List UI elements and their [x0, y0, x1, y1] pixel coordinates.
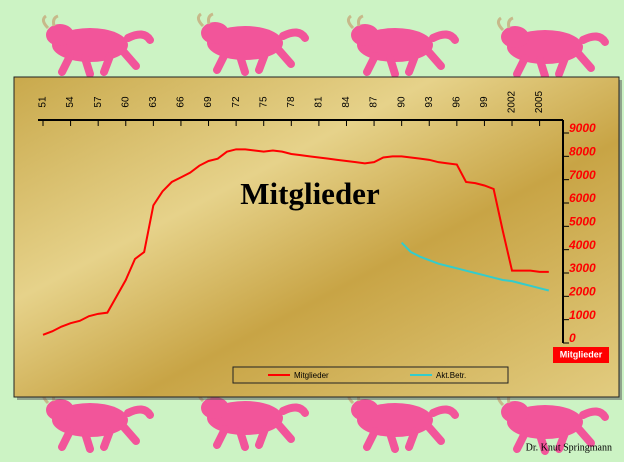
- x-tick-label: 90: [396, 96, 407, 108]
- x-tick-label: 84: [341, 96, 352, 108]
- y-tick-label: 9000: [569, 121, 596, 135]
- y-tick-label: 7000: [569, 168, 596, 182]
- x-tick-label: 54: [65, 96, 76, 108]
- x-tick-label: 66: [176, 96, 187, 108]
- x-tick-label: 81: [314, 96, 325, 108]
- chart-title: Mitglieder: [240, 176, 380, 211]
- legend-label: Mitglieder: [294, 371, 329, 380]
- y-tick-label: 6000: [569, 191, 596, 205]
- x-tick-label: 87: [369, 96, 380, 108]
- footer: Dr. Knut Springmann: [526, 442, 612, 453]
- x-tick-label: 72: [231, 96, 242, 108]
- y-tick-label: 4000: [568, 238, 596, 252]
- x-tick-label: 93: [424, 96, 435, 108]
- x-tick-label: 60: [120, 96, 131, 108]
- x-tick-label: 69: [203, 96, 214, 108]
- x-tick-label: 99: [479, 96, 490, 108]
- y-tick-label: 1000: [569, 308, 596, 322]
- page: Mitglieder Mitglieder Dr. Knut Springman…: [0, 0, 624, 462]
- y-tick-label: 8000: [569, 145, 596, 159]
- y-tick-label: 5000: [569, 215, 596, 229]
- y-tick-label: 0: [569, 331, 576, 345]
- y-tick-label: 2000: [568, 285, 596, 299]
- x-tick-label: 63: [148, 96, 159, 108]
- x-tick-label: 57: [93, 96, 104, 108]
- x-tick-label: 75: [258, 96, 269, 108]
- y-axis-label: Mitglieder: [560, 349, 603, 359]
- slide: Mitglieder Mitglieder Dr. Knut Springman…: [0, 0, 624, 462]
- x-tick-label: 2002: [507, 90, 518, 113]
- y-tick-label: 3000: [569, 261, 596, 275]
- x-tick-label: 2005: [534, 90, 545, 113]
- x-tick-label: 78: [286, 96, 297, 108]
- legend-label: Akt.Betr.: [436, 371, 466, 380]
- x-tick-label: 96: [451, 96, 462, 108]
- x-tick-label: 51: [38, 96, 49, 108]
- chart-panel: [14, 77, 619, 397]
